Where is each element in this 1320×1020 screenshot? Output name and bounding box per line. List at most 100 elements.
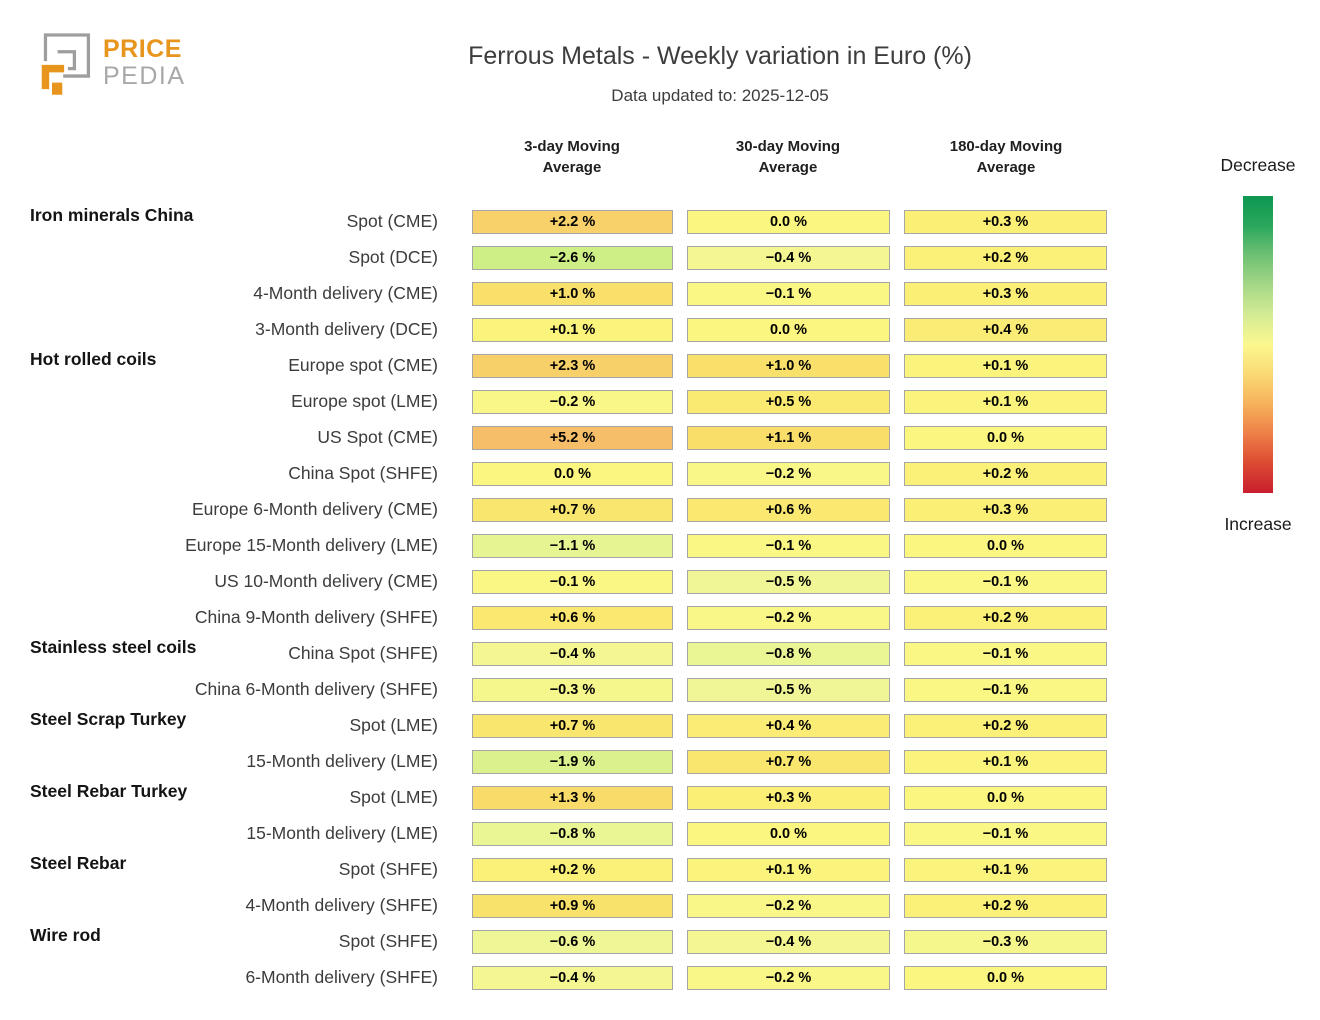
- row-label: 15-Month delivery (LME): [246, 823, 438, 843]
- heatmap-cell: −0.8 %: [472, 822, 673, 846]
- heatmap-cell: +0.1 %: [904, 858, 1107, 882]
- table-row: China 9-Month delivery (SHFE) +0.6 % −0.2 …: [0, 601, 1320, 637]
- row-label: Europe spot (LME): [291, 391, 438, 411]
- heatmap-cell: +1.0 %: [687, 354, 890, 378]
- heatmap-cell: +0.1 %: [904, 750, 1107, 774]
- heatmap-cell: +0.7 %: [472, 714, 673, 738]
- group-label: Steel Rebar: [30, 853, 127, 873]
- group-label: Stainless steel coils: [30, 637, 197, 657]
- heatmap-cell: −0.4 %: [472, 642, 673, 666]
- row-label: Spot (LME): [349, 715, 439, 735]
- heatmap-cell: +0.4 %: [687, 714, 890, 738]
- heatmap-cell: 0.0 %: [904, 966, 1107, 990]
- row-label: Spot (CME): [346, 211, 438, 231]
- row-label: Spot (SHFE): [338, 931, 438, 951]
- heatmap-cell: +0.2 %: [904, 714, 1107, 738]
- chart-title: Ferrous Metals - Weekly variation in Eur…: [468, 42, 972, 70]
- row-label: Europe 6-Month delivery (CME): [191, 499, 438, 519]
- heatmap-cell: +0.6 %: [472, 606, 673, 630]
- heatmap-cell: −0.2 %: [687, 966, 890, 990]
- group-label: Wire rod: [30, 925, 101, 945]
- heatmap-cell: −0.3 %: [472, 678, 673, 702]
- legend-increase-label: Increase: [1224, 514, 1292, 534]
- heatmap-cell: −0.6 %: [472, 930, 673, 954]
- row-label: US 10-Month delivery (CME): [214, 571, 438, 591]
- heatmap-cell: +0.3 %: [904, 498, 1107, 522]
- heatmap-cell: −0.4 %: [472, 966, 673, 990]
- row-label: Europe spot (CME): [288, 355, 438, 375]
- heatmap-cell: −0.1 %: [904, 642, 1107, 666]
- heatmap-cell: +1.0 %: [472, 282, 673, 306]
- row-label: China 6-Month delivery (SHFE): [194, 679, 438, 699]
- logo-text: PRICE PEDIA: [103, 36, 186, 90]
- legend-colorbar: [1243, 196, 1273, 493]
- heatmap-cell: 0.0 %: [687, 210, 890, 234]
- logo-text-price: PRICE: [103, 35, 182, 63]
- row-label: 6-Month delivery (SHFE): [245, 967, 438, 987]
- table-row: US 10-Month delivery (CME) −0.1 % −0.5 % −0…: [0, 565, 1320, 601]
- group-label: Hot rolled coils: [30, 349, 157, 369]
- table-row: China 6-Month delivery (SHFE) −0.3 % −0.5 …: [0, 673, 1320, 709]
- heatmap-cell: −2.6 %: [472, 246, 673, 270]
- table-row: 3-Month delivery (DCE) +0.1 % 0.0 % +0.4 %: [0, 313, 1320, 349]
- row-label: China Spot (SHFE): [288, 643, 438, 663]
- heatmap-cell: −1.9 %: [472, 750, 673, 774]
- heatmap-cell: −0.2 %: [687, 606, 890, 630]
- heatmap-cell: +0.2 %: [904, 606, 1107, 630]
- table-row: 6-Month delivery (SHFE) −0.4 % −0.2 % 0.0 %: [0, 961, 1320, 997]
- heatmap-cell: +0.9 %: [472, 894, 673, 918]
- heatmap-cell: +0.3 %: [904, 210, 1107, 234]
- heatmap-cell: +1.1 %: [687, 426, 890, 450]
- legend-decrease-label: Decrease: [1220, 155, 1296, 175]
- heatmap-cell: +0.1 %: [904, 354, 1107, 378]
- table-row: Europe 6-Month delivery (CME) +0.7 % +0.6 …: [0, 493, 1320, 529]
- heatmap-cell: −1.1 %: [472, 534, 673, 558]
- heatmap-cell: −0.5 %: [687, 678, 890, 702]
- table-row: Spot (DCE) −2.6 % −0.4 % +0.2 %: [0, 241, 1320, 277]
- group-label: Steel Rebar Turkey: [30, 781, 188, 801]
- pricepedia-logo-icon: [41, 33, 91, 95]
- row-label: US Spot (CME): [317, 427, 438, 447]
- heatmap-cell: +0.1 %: [904, 390, 1107, 414]
- row-label: Spot (DCE): [348, 247, 438, 267]
- heatmap-cell: +1.3 %: [472, 786, 673, 810]
- heatmap-cell: +2.3 %: [472, 354, 673, 378]
- heatmap-cell: −0.2 %: [472, 390, 673, 414]
- table-row: US Spot (CME) +5.2 % +1.1 % 0.0 %: [0, 421, 1320, 457]
- heatmap-cell: 0.0 %: [904, 426, 1107, 450]
- heatmap-cell: +2.2 %: [472, 210, 673, 234]
- heatmap-cell: +0.2 %: [472, 858, 673, 882]
- heatmap-cell: +0.1 %: [687, 858, 890, 882]
- table-row: 4-Month delivery (CME) +1.0 % −0.1 % +0.3 %: [0, 277, 1320, 313]
- heatmap-cell: +0.4 %: [904, 318, 1107, 342]
- row-label: 15-Month delivery (LME): [246, 751, 438, 771]
- table-row: Steel Scrap Turkey Spot (LME) +0.7 % +0.4 %…: [0, 709, 1320, 745]
- heatmap-cell: −0.2 %: [687, 462, 890, 486]
- column-header-180day: 180-day Moving Average: [949, 138, 1063, 176]
- table-row: Hot rolled coils Europe spot (CME) +2.3 % +…: [0, 349, 1320, 385]
- row-label: 3-Month delivery (DCE): [255, 319, 438, 339]
- group-label: Iron minerals China: [30, 205, 194, 225]
- heatmap-cell: −0.5 %: [687, 570, 890, 594]
- table-row: Iron minerals China Spot (CME) +2.2 % 0.0 %…: [0, 205, 1320, 241]
- table-row: 4-Month delivery (SHFE) +0.9 % −0.2 % +0.2 …: [0, 889, 1320, 925]
- row-label: 4-Month delivery (CME): [253, 283, 438, 303]
- heatmap-cell: +0.2 %: [904, 462, 1107, 486]
- heatmap-cell: +0.6 %: [687, 498, 890, 522]
- row-label: Spot (LME): [349, 787, 439, 807]
- row-label: Europe 15-Month delivery (LME): [185, 535, 438, 555]
- heatmap-cell: −0.1 %: [904, 822, 1107, 846]
- heatmap-cell: −0.1 %: [687, 282, 890, 306]
- heatmap-cell: +0.5 %: [687, 390, 890, 414]
- pricepedia-logo: PRICE PEDIA: [38, 28, 186, 98]
- table-row: 15-Month delivery (LME) −1.9 % +0.7 % +0.1 …: [0, 745, 1320, 781]
- heatmap-cell: 0.0 %: [687, 318, 890, 342]
- heatmap-cell: −0.8 %: [687, 642, 890, 666]
- heatmap-cell: +0.1 %: [472, 318, 673, 342]
- table-row: Europe spot (LME) −0.2 % +0.5 % +0.1 %: [0, 385, 1320, 421]
- heatmap-cell: 0.0 %: [904, 786, 1107, 810]
- row-label: China 9-Month delivery (SHFE): [194, 607, 438, 627]
- heatmap-cell: −0.4 %: [687, 246, 890, 270]
- heatmap-cell: −0.1 %: [687, 534, 890, 558]
